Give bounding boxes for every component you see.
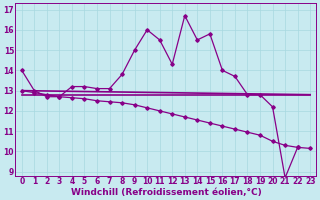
- X-axis label: Windchill (Refroidissement éolien,°C): Windchill (Refroidissement éolien,°C): [71, 188, 261, 197]
